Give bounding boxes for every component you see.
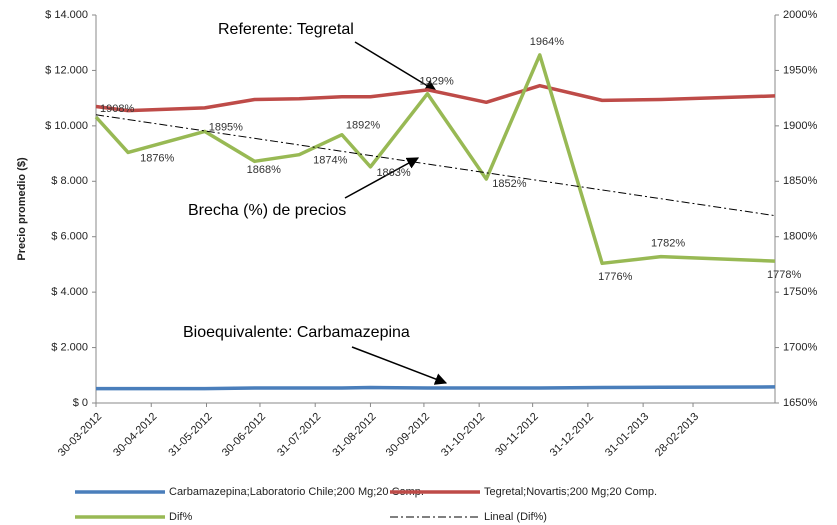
y-tick-label: $ 6.000	[51, 231, 88, 243]
annotation-arrow	[354, 41, 438, 92]
legend-label: Lineal (Dif%)	[484, 511, 547, 523]
y2-tick-label: 1800%	[783, 231, 817, 243]
y2-tick-label: 1750%	[783, 286, 817, 298]
y-tick-label: $ 10.000	[45, 120, 88, 132]
data-label: 1776%	[598, 271, 632, 283]
data-label: 1892%	[346, 120, 380, 132]
y-tick-label: $ 12.000	[45, 64, 88, 76]
series-line	[94, 53, 776, 266]
legend-label: Dif%	[169, 511, 192, 523]
data-label: 1778%	[767, 269, 801, 281]
data-label: 1782%	[651, 238, 685, 250]
data-label: 1863%	[376, 167, 410, 179]
y2-tick-label: 1850%	[783, 175, 817, 187]
data-label: 1874%	[313, 155, 347, 167]
series-line	[96, 385, 776, 391]
data-label: 1929%	[419, 76, 453, 88]
annotation-arrow	[344, 157, 420, 199]
x-tick-label: 30-06-2012	[220, 411, 268, 459]
data-label: 1895%	[209, 121, 243, 133]
y-tick-label: $ 14.000	[45, 9, 88, 21]
series-line	[95, 83, 776, 113]
data-label: 1852%	[492, 178, 526, 190]
y-axis-label: Precio promedio ($)	[16, 157, 28, 261]
data-label: 1868%	[247, 164, 281, 176]
data-label: 1908%	[100, 103, 134, 115]
x-tick-label: 30-11-2012	[493, 411, 541, 459]
x-tick-label: 31-05-2012	[166, 411, 214, 459]
series-line	[95, 114, 776, 217]
x-tick-label: 30-09-2012	[384, 411, 432, 459]
annotation: Referente: Tegretal	[218, 21, 354, 38]
x-tick-label: 31-07-2012	[275, 411, 323, 459]
y-tick-label: $ 8.000	[51, 175, 88, 187]
x-tick-label: 31-10-2012	[439, 411, 487, 459]
y-tick-label: $ 4.000	[51, 286, 88, 298]
annotation-arrow	[351, 346, 448, 385]
x-tick-label: 28-02-2013	[653, 411, 701, 459]
annotation: Brecha (%) de precios	[188, 202, 346, 219]
y2-tick-label: 1650%	[783, 397, 817, 409]
annotation: Bioequivalente: Carbamazepina	[183, 324, 410, 341]
data-label: 1964%	[530, 36, 564, 48]
y-tick-label: $ 0	[73, 397, 88, 409]
y-tick-label: $ 2.000	[51, 341, 88, 353]
x-tick-label: 31-08-2012	[330, 411, 378, 459]
data-label: 1876%	[140, 152, 174, 164]
y2-tick-label: 1950%	[783, 64, 817, 76]
x-tick-label: 30-03-2012	[56, 411, 104, 459]
legend-label: Tegretal;Novartis;200 Mg;20 Comp.	[484, 486, 657, 498]
x-tick-label: 31-12-2012	[548, 411, 596, 459]
legend-label: Carbamazepina;Laboratorio Chile;200 Mg;2…	[169, 486, 424, 498]
y2-tick-label: 1700%	[783, 341, 817, 353]
y2-tick-label: 2000%	[783, 9, 817, 21]
x-tick-label: 31-01-2013	[603, 411, 651, 459]
x-tick-label: 30-04-2012	[111, 411, 159, 459]
y2-tick-label: 1900%	[783, 120, 817, 132]
